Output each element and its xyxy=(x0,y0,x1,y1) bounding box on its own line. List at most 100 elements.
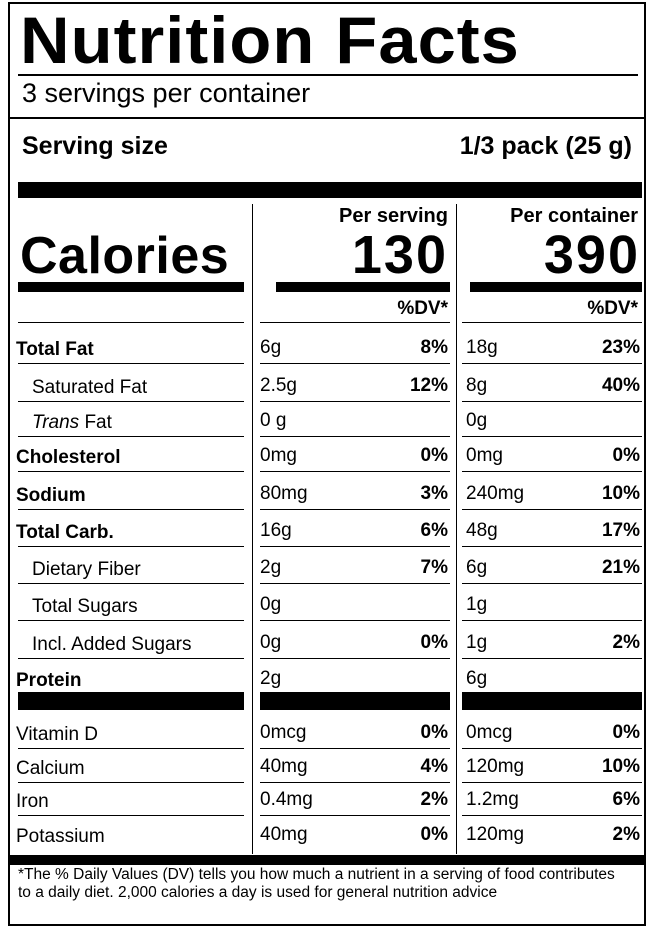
row-rule-mid xyxy=(260,401,450,402)
servings-rule xyxy=(10,117,644,119)
container-amount: 0mg xyxy=(466,445,503,466)
table-row: Vitamin D 0mcg 0% 0mcg 0% xyxy=(10,716,644,749)
serving-dv: 0% xyxy=(420,445,448,466)
dv-header-serving: %DV* xyxy=(397,298,448,319)
row-rule-right xyxy=(462,748,642,749)
serving-amount: 0g xyxy=(260,632,282,653)
serving-amount: 2.5g xyxy=(260,375,297,396)
serving-amount: 0mcg xyxy=(260,722,307,743)
row-rule-mid xyxy=(260,782,450,783)
container-dv: 10% xyxy=(601,483,640,504)
container-amount: 120mg xyxy=(466,824,525,845)
container-amount: 6g xyxy=(466,557,488,578)
calories-rule-left xyxy=(18,282,244,292)
table-row: Trans Fat 0 g 0g xyxy=(10,402,644,437)
serving-dv: 0% xyxy=(420,824,448,845)
nutrient-name: Calcium xyxy=(16,758,85,779)
row-rule-right xyxy=(462,401,642,402)
table-row: Incl. Added Sugars 0g 0% 1g 2% xyxy=(10,624,644,659)
serving-amount: 40mg xyxy=(260,756,308,777)
servings-per-container: 3 servings per container xyxy=(22,78,311,108)
vitamin-bar-right xyxy=(462,692,642,710)
footnote: *The % Daily Values (DV) tells you how m… xyxy=(18,866,615,901)
serving-amount: 16g xyxy=(260,520,292,541)
nutrient-name: Iron xyxy=(16,791,49,812)
nutrient-name: Total Sugars xyxy=(32,596,138,617)
row-rule-left xyxy=(18,748,244,749)
row-rule-mid xyxy=(260,509,450,510)
container-dv: 21% xyxy=(601,557,640,578)
table-row: Total Sugars 0g 1g xyxy=(10,586,644,621)
container-amount: 48g xyxy=(466,520,498,541)
row-rule-left xyxy=(18,471,244,472)
row-rule-left xyxy=(18,363,244,364)
vitamin-bar-mid xyxy=(260,692,450,710)
vitamin-bar-left xyxy=(18,692,244,710)
table-row: Cholesterol 0mg 0% 0mg 0% xyxy=(10,437,644,472)
row-rule-right xyxy=(462,782,642,783)
thick-rule-bottom xyxy=(10,855,644,865)
serving-dv: 0% xyxy=(420,632,448,653)
dv-rule-left xyxy=(18,322,244,323)
row-rule-mid xyxy=(260,748,450,749)
container-dv: 2% xyxy=(612,632,640,653)
per-serving-header: Per serving xyxy=(339,205,448,227)
row-rule-right xyxy=(462,620,642,621)
calories-rule-right xyxy=(470,282,642,292)
per-container-header: Per container xyxy=(510,205,638,227)
container-amount: 0mcg xyxy=(466,722,513,743)
row-rule-left xyxy=(18,509,244,510)
row-rule-left xyxy=(18,436,244,437)
row-rule-mid xyxy=(260,436,450,437)
table-row: Protein 2g 6g xyxy=(10,660,644,694)
row-rule-mid xyxy=(260,583,450,584)
table-row: Total Fat 6g 8% 18g 23% xyxy=(10,329,644,364)
container-dv: 0% xyxy=(612,722,640,743)
serving-amount: 0.4mg xyxy=(260,789,313,810)
container-dv: 23% xyxy=(601,337,640,358)
serving-dv: 8% xyxy=(420,337,448,358)
serving-amount: 40mg xyxy=(260,824,308,845)
nutrient-name: Dietary Fiber xyxy=(32,559,141,580)
row-rule-right xyxy=(462,436,642,437)
serving-dv: 12% xyxy=(409,375,448,396)
container-amount: 6g xyxy=(466,668,488,689)
serving-dv: 6% xyxy=(420,520,448,541)
dv-header-container: %DV* xyxy=(587,298,638,319)
row-rule-right xyxy=(462,815,642,816)
table-row: Iron 0.4mg 2% 1.2mg 6% xyxy=(10,783,644,816)
dv-rule-right xyxy=(462,322,642,323)
title-rule xyxy=(18,74,638,76)
serving-amount: 2g xyxy=(260,557,282,578)
row-rule-left xyxy=(18,546,244,547)
container-amount: 240mg xyxy=(466,483,525,504)
serving-amount: 0g xyxy=(260,594,282,615)
serving-amount: 6g xyxy=(260,337,282,358)
container-amount: 1g xyxy=(466,632,488,653)
nutrient-name: Total Carb. xyxy=(16,522,114,543)
row-rule-right xyxy=(462,471,642,472)
nutrient-name-italic: Trans xyxy=(32,412,80,433)
nutrient-name: Cholesterol xyxy=(16,447,121,468)
row-rule-left xyxy=(18,815,244,816)
column-divider-1 xyxy=(252,204,253,854)
serving-size-value: 1/3 pack (25 g) xyxy=(459,132,632,160)
row-rule-left xyxy=(18,782,244,783)
serving-amount: 0 g xyxy=(260,410,287,431)
table-row: Total Carb. 16g 6% 48g 17% xyxy=(10,512,644,547)
calories-per-container: 390 xyxy=(543,225,640,285)
nutrient-name: Sodium xyxy=(16,485,86,506)
container-dv: 2% xyxy=(612,824,640,845)
nutrient-name: Trans Fat xyxy=(32,412,112,434)
dv-rule-mid xyxy=(260,322,450,323)
nutrient-name: Saturated Fat xyxy=(32,377,148,398)
serving-dv: 7% xyxy=(420,557,448,578)
calories-label: Calories xyxy=(20,227,230,285)
table-row: Potassium 40mg 0% 120mg 2% xyxy=(10,818,644,850)
nutrient-name: Total Fat xyxy=(16,339,94,360)
row-rule-right xyxy=(462,658,642,659)
row-rule-mid xyxy=(260,620,450,621)
serving-dv: 4% xyxy=(420,756,448,777)
table-row: Sodium 80mg 3% 240mg 10% xyxy=(10,475,644,510)
serving-size-label: Serving size xyxy=(22,132,168,160)
